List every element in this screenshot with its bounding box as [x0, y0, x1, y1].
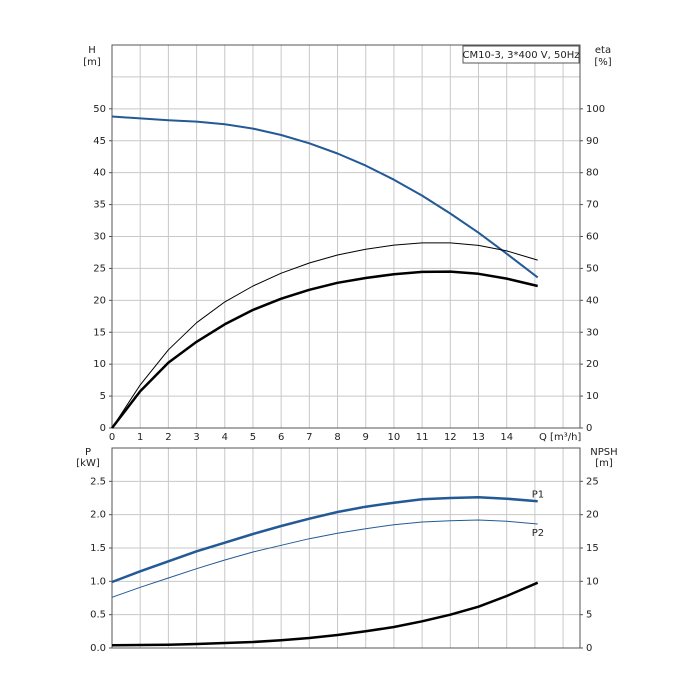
- x-tick-label: 1: [137, 432, 143, 443]
- x-tick-label: 8: [334, 432, 340, 443]
- y-tick-label: 40: [93, 168, 106, 179]
- y2-tick-label: 60: [586, 232, 599, 243]
- y2-tick-label: 50: [586, 263, 599, 274]
- y-tick-label: 2.5: [90, 476, 106, 487]
- y-tick-label: 30: [93, 232, 106, 243]
- y2-tick-label: 25: [586, 476, 599, 487]
- y-tick-label: 20: [93, 295, 106, 306]
- y-axis-label: P: [85, 447, 91, 458]
- y-axis-unit: [m]: [83, 57, 101, 68]
- y-tick-label: 45: [93, 136, 106, 147]
- y-tick-label: 25: [93, 263, 106, 274]
- y2-axis-unit: [m]: [595, 458, 613, 469]
- y2-tick-label: 80: [586, 168, 599, 179]
- y-tick-label: 1.5: [90, 543, 106, 554]
- x-tick-label: 4: [222, 432, 228, 443]
- y2-tick-label: 90: [586, 136, 599, 147]
- y2-tick-label: 0: [586, 423, 592, 434]
- series-label: P2: [532, 528, 544, 539]
- series-label: P1: [532, 489, 544, 500]
- y2-axis-unit: [%]: [594, 57, 611, 68]
- x-tick-label: 10: [388, 432, 401, 443]
- x-tick-label: 13: [472, 432, 485, 443]
- y-tick-label: 2.0: [90, 510, 106, 521]
- y-axis-label: H: [88, 45, 96, 56]
- x-axis-label: Q [m³/h]: [539, 432, 581, 443]
- chart-title: CM10-3, 3*400 V, 50Hz: [463, 50, 580, 61]
- x-tick-label: 0: [109, 432, 115, 443]
- x-tick-label: 12: [444, 432, 457, 443]
- y2-tick-label: 30: [586, 327, 599, 338]
- series-line: [111, 270, 538, 429]
- y-tick-label: 1.0: [90, 576, 106, 587]
- y2-tick-label: 5: [586, 610, 592, 621]
- x-tick-label: 11: [416, 432, 429, 443]
- x-tick-label: 7: [306, 432, 312, 443]
- y2-tick-label: 40: [586, 295, 599, 306]
- y-axis-unit: [kW]: [76, 458, 100, 469]
- y-tick-label: 15: [93, 327, 106, 338]
- y-tick-label: 10: [93, 359, 106, 370]
- x-tick-label: 5: [250, 432, 256, 443]
- y2-tick-label: 10: [586, 391, 599, 402]
- y2-axis-label: NPSH: [590, 447, 617, 458]
- y-tick-label: 50: [93, 104, 106, 115]
- y2-axis-label: eta: [595, 45, 611, 56]
- series-line: [111, 496, 538, 584]
- x-tick-label: 3: [193, 432, 199, 443]
- y2-tick-label: 70: [586, 200, 599, 211]
- y-tick-label: 35: [93, 200, 106, 211]
- y-tick-label: 0.5: [90, 610, 106, 621]
- series-line: [111, 242, 538, 429]
- series-line: [111, 519, 538, 598]
- y-tick-label: 5: [100, 391, 106, 402]
- y2-tick-label: 15: [586, 543, 599, 554]
- x-tick-label: 6: [278, 432, 284, 443]
- y2-tick-label: 10: [586, 576, 599, 587]
- y-tick-label: 0.0: [90, 643, 106, 654]
- y-tick-label: 0: [100, 423, 106, 434]
- series-line: [111, 581, 539, 647]
- y2-tick-label: 100: [586, 104, 605, 115]
- x-tick-label: 14: [500, 432, 513, 443]
- x-tick-label: 9: [363, 432, 369, 443]
- series-line: [111, 115, 539, 279]
- y2-tick-label: 0: [586, 643, 592, 654]
- title-box: [462, 45, 580, 64]
- x-tick-label: 2: [165, 432, 171, 443]
- y2-tick-label: 20: [586, 359, 599, 370]
- y2-tick-label: 20: [586, 510, 599, 521]
